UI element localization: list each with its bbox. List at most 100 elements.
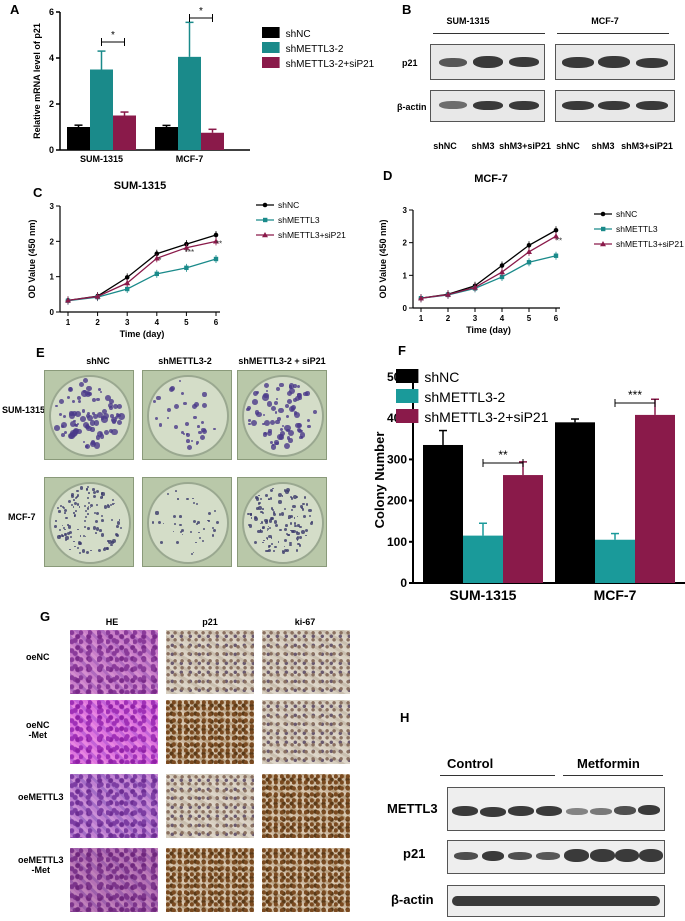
- colony: [292, 495, 297, 500]
- colony: [288, 438, 293, 443]
- series-line: [420, 229, 557, 299]
- blot-b-group-label: MCF-7: [591, 16, 619, 26]
- colony: [193, 552, 195, 554]
- legend-label: shMETTL3: [616, 224, 658, 234]
- panel-letter-e: E: [36, 345, 45, 360]
- blot-h-row-label: p21: [403, 846, 426, 861]
- colony: [287, 399, 293, 405]
- y-tick-label: 0: [50, 308, 55, 317]
- y-tick-label: 1: [50, 273, 55, 282]
- colony: [78, 506, 81, 508]
- colony: [278, 493, 283, 497]
- colony: [289, 522, 293, 525]
- colony: [207, 519, 209, 522]
- legend-label: shMETTL3: [278, 215, 320, 225]
- colony: [309, 522, 313, 526]
- colony: [198, 430, 203, 435]
- y-tick-label: 0: [49, 145, 54, 155]
- colony: [279, 382, 284, 388]
- colony: [92, 414, 99, 420]
- colony: [112, 403, 118, 409]
- colony: [73, 506, 75, 508]
- colony: [58, 528, 62, 532]
- colony-col-label: shNC: [86, 356, 110, 366]
- x-tick-label: 2: [446, 314, 451, 323]
- colony: [294, 524, 297, 528]
- colony: [267, 525, 270, 528]
- blot-h-row-label: β-actin: [391, 892, 434, 907]
- colony: [296, 515, 299, 518]
- colony: [247, 524, 250, 527]
- colony: [254, 516, 258, 521]
- colony: [201, 402, 207, 408]
- panel-letter-h: H: [400, 710, 410, 725]
- significance-label: **: [216, 240, 222, 249]
- colony: [97, 549, 101, 553]
- colony: [286, 391, 292, 397]
- y-tick-label: 3: [50, 202, 55, 211]
- colony: [118, 519, 121, 521]
- series-line: [420, 235, 557, 299]
- colony: [213, 509, 217, 512]
- legend-marker: [263, 217, 268, 223]
- colony: [295, 536, 299, 541]
- colony-col-label: shMETTL3-2: [158, 356, 212, 366]
- colony: [95, 435, 101, 440]
- colony: [299, 536, 303, 540]
- colony: [73, 514, 77, 518]
- hist-row-label: oeMETTL3 -Met: [18, 855, 64, 875]
- x-tick-label: SUM-1315: [450, 587, 517, 603]
- x-tick-label: 5: [527, 314, 532, 323]
- colony: [195, 443, 198, 446]
- colony: [71, 493, 75, 496]
- hist-tile: [262, 848, 350, 912]
- colony: [58, 535, 61, 538]
- colony: [101, 416, 108, 423]
- colony-dish: [142, 370, 232, 460]
- colony: [87, 415, 94, 422]
- colony: [83, 504, 86, 508]
- hist-tile: [262, 774, 350, 838]
- colony: [64, 528, 66, 531]
- data-point: [499, 269, 505, 275]
- significance-label: ***: [628, 388, 642, 402]
- legend-label: shMETTL3-2+siP21: [424, 409, 548, 425]
- colony: [64, 538, 68, 542]
- colony: [84, 444, 90, 450]
- colony: [271, 508, 274, 511]
- hist-col-label: HE: [105, 617, 119, 627]
- colony: [89, 420, 96, 426]
- colony: [179, 523, 182, 527]
- colony: [285, 523, 288, 527]
- colony: [108, 540, 112, 544]
- colony: [212, 529, 216, 532]
- colony: [54, 525, 57, 528]
- colony: [256, 506, 260, 510]
- hist-tile: [70, 630, 158, 694]
- colony: [207, 512, 211, 516]
- colony: [201, 539, 204, 542]
- colony: [178, 379, 182, 382]
- colony: [76, 490, 79, 493]
- colony: [77, 400, 81, 404]
- colony: [193, 501, 196, 504]
- colony: [283, 489, 286, 492]
- colony: [162, 523, 164, 525]
- data-point: [553, 227, 559, 233]
- x-tick-label: 3: [125, 318, 130, 327]
- colony: [66, 395, 70, 399]
- colony: [99, 432, 103, 435]
- colony: [286, 488, 291, 493]
- colony: [187, 444, 192, 450]
- colony: [272, 487, 274, 490]
- colony: [264, 520, 268, 524]
- colony: [282, 495, 284, 497]
- colony: [308, 514, 312, 518]
- colony: [211, 526, 214, 529]
- blot-b-lane-label: shM3+siP21: [621, 141, 673, 151]
- colony: [92, 491, 96, 495]
- colony: [265, 493, 269, 497]
- colony: [184, 421, 189, 426]
- colony: [299, 504, 303, 508]
- colony: [270, 419, 276, 425]
